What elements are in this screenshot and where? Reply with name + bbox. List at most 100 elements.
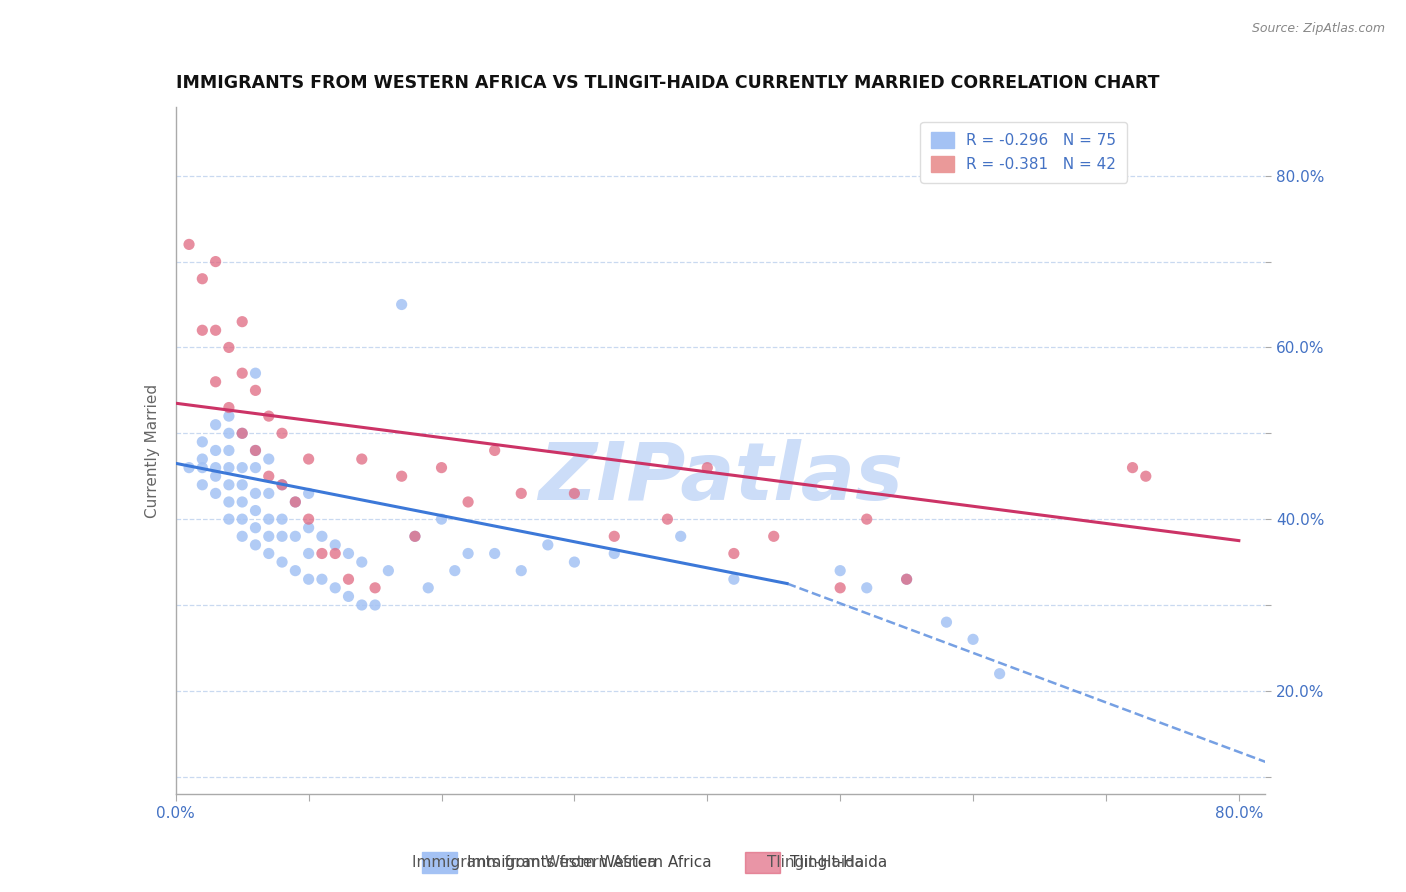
Point <box>231 426 253 441</box>
Point <box>350 452 373 467</box>
Point <box>657 512 679 526</box>
Point <box>231 512 253 526</box>
Point <box>564 486 586 500</box>
Point <box>204 254 226 268</box>
Point <box>830 564 852 578</box>
Point <box>855 512 877 526</box>
Point <box>191 323 214 337</box>
Point <box>257 486 280 500</box>
Point <box>218 409 240 424</box>
Point <box>245 460 267 475</box>
Point <box>177 460 200 475</box>
Point <box>350 598 373 612</box>
Point <box>364 598 387 612</box>
Point <box>603 529 626 543</box>
Point <box>218 401 240 415</box>
Point <box>404 529 426 543</box>
Point <box>271 512 294 526</box>
Point <box>418 581 440 595</box>
Point <box>298 521 321 535</box>
Point <box>298 512 321 526</box>
Point <box>245 538 267 552</box>
Point <box>723 546 745 561</box>
Point <box>271 478 294 492</box>
Point <box>245 443 267 458</box>
Point <box>231 460 253 475</box>
Point <box>284 495 307 509</box>
Point <box>323 581 346 595</box>
Point <box>231 478 253 492</box>
Point <box>603 546 626 561</box>
Point <box>245 521 267 535</box>
Point <box>298 452 321 467</box>
Point <box>218 340 240 354</box>
Point <box>218 478 240 492</box>
Point <box>430 460 453 475</box>
Point <box>218 426 240 441</box>
Point <box>191 452 214 467</box>
Point <box>391 297 413 311</box>
Point <box>311 529 333 543</box>
Point <box>457 546 479 561</box>
Point <box>298 486 321 500</box>
Point <box>271 555 294 569</box>
Point <box>337 546 360 561</box>
Point <box>457 495 479 509</box>
Point <box>271 426 294 441</box>
Point <box>323 538 346 552</box>
Legend: R = -0.296   N = 75, R = -0.381   N = 42: R = -0.296 N = 75, R = -0.381 N = 42 <box>921 121 1128 183</box>
Point <box>350 555 373 569</box>
Point <box>896 572 918 586</box>
Point <box>231 315 253 329</box>
Point <box>298 546 321 561</box>
Point <box>191 478 214 492</box>
Point <box>391 469 413 483</box>
Point <box>218 443 240 458</box>
Point <box>204 460 226 475</box>
Point <box>284 564 307 578</box>
Point <box>337 590 360 604</box>
Point <box>204 417 226 432</box>
Point <box>298 572 321 586</box>
Point <box>404 529 426 543</box>
Point <box>1135 469 1157 483</box>
Point <box>537 538 560 552</box>
Point <box>510 564 533 578</box>
Point <box>245 503 267 517</box>
Point <box>443 564 465 578</box>
Text: Tlingit-Haida: Tlingit-Haida <box>766 855 865 870</box>
Point <box>696 460 718 475</box>
Point <box>510 486 533 500</box>
Point <box>323 546 346 561</box>
Point <box>377 564 399 578</box>
Point <box>284 495 307 509</box>
Text: IMMIGRANTS FROM WESTERN AFRICA VS TLINGIT-HAIDA CURRENTLY MARRIED CORRELATION CH: IMMIGRANTS FROM WESTERN AFRICA VS TLINGI… <box>176 74 1160 92</box>
Point <box>962 632 984 647</box>
Point <box>218 512 240 526</box>
Point <box>245 384 267 398</box>
Point <box>191 434 214 449</box>
Point <box>364 581 387 595</box>
Point <box>257 409 280 424</box>
Point <box>271 529 294 543</box>
Point <box>311 572 333 586</box>
Point <box>245 486 267 500</box>
Point <box>257 546 280 561</box>
Point <box>1121 460 1143 475</box>
Point <box>218 495 240 509</box>
FancyBboxPatch shape <box>422 852 457 873</box>
Point <box>311 546 333 561</box>
Point <box>245 443 267 458</box>
Point <box>231 495 253 509</box>
Point <box>669 529 692 543</box>
Point <box>430 512 453 526</box>
Text: Source: ZipAtlas.com: Source: ZipAtlas.com <box>1251 22 1385 36</box>
Point <box>191 271 214 285</box>
Point <box>257 529 280 543</box>
Point <box>257 452 280 467</box>
Point <box>204 443 226 458</box>
Point <box>723 572 745 586</box>
Text: ZIPatlas: ZIPatlas <box>538 439 903 517</box>
Point <box>935 615 957 630</box>
Point <box>257 469 280 483</box>
